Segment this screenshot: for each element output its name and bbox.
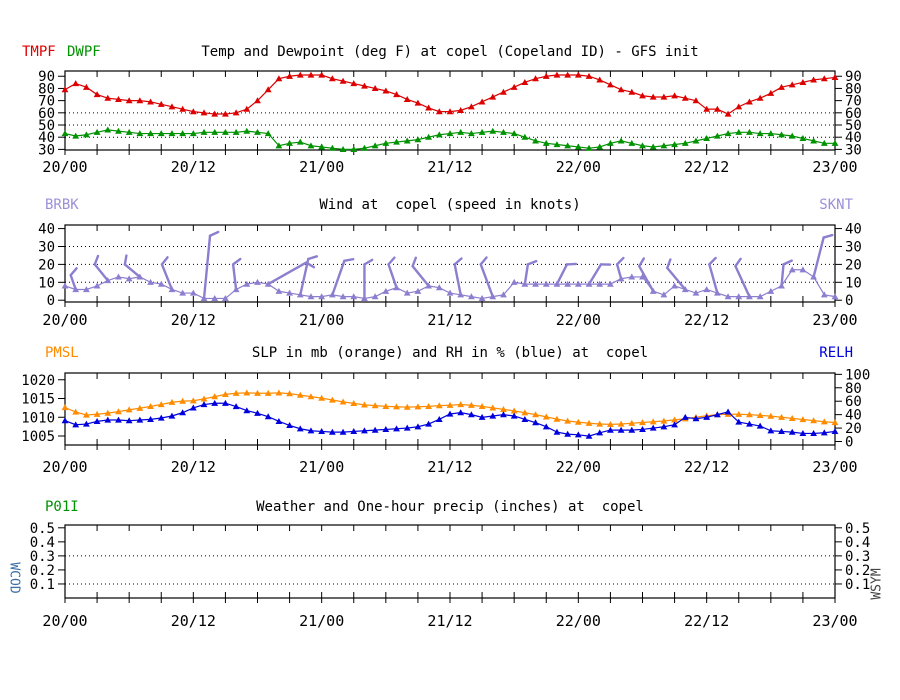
svg-text:21/12: 21/12 xyxy=(427,458,472,476)
svg-text:22/00: 22/00 xyxy=(556,612,601,630)
svg-text:0: 0 xyxy=(845,435,853,451)
svg-text:40: 40 xyxy=(845,408,862,424)
svg-text:100: 100 xyxy=(845,367,870,383)
svg-text:0.4: 0.4 xyxy=(30,535,55,551)
svg-text:0: 0 xyxy=(47,293,55,309)
svg-text:40: 40 xyxy=(845,130,862,146)
svg-text:70: 70 xyxy=(38,94,55,110)
svg-text:0.1: 0.1 xyxy=(845,577,870,593)
svg-text:20: 20 xyxy=(845,257,862,273)
panel-head-temp-dewpoint: Temp and Dewpoint (deg F) at copel (Cope… xyxy=(0,44,900,60)
svg-text:30: 30 xyxy=(845,239,862,255)
svg-text:22/00: 22/00 xyxy=(556,311,601,329)
series-tag-tmpf: TMPF xyxy=(22,44,56,60)
svg-text:1005: 1005 xyxy=(21,429,55,445)
svg-text:0.2: 0.2 xyxy=(845,563,870,579)
svg-text:20/12: 20/12 xyxy=(171,612,216,630)
svg-text:20/00: 20/00 xyxy=(42,311,87,329)
svg-text:90: 90 xyxy=(38,69,55,85)
series-tag-p01i: P01I xyxy=(45,499,79,515)
svg-text:40: 40 xyxy=(38,130,55,146)
svg-text:0.2: 0.2 xyxy=(30,563,55,579)
series-tag-relh: RELH xyxy=(819,345,853,361)
wind-title: Wind at copel (speed in knots) xyxy=(319,197,581,213)
svg-text:40: 40 xyxy=(845,222,862,238)
svg-text:50: 50 xyxy=(38,118,55,134)
svg-text:22/12: 22/12 xyxy=(684,612,729,630)
svg-text:21/00: 21/00 xyxy=(299,458,344,476)
svg-text:21/00: 21/00 xyxy=(299,612,344,630)
svg-text:22/12: 22/12 xyxy=(684,311,729,329)
svg-text:22/12: 22/12 xyxy=(684,458,729,476)
svg-text:20/12: 20/12 xyxy=(171,458,216,476)
panel-head-wind: Wind at copel (speed in knots) BRBK SKNT xyxy=(0,197,900,213)
svg-text:20/00: 20/00 xyxy=(42,612,87,630)
svg-text:80: 80 xyxy=(845,381,862,397)
svg-text:21/12: 21/12 xyxy=(427,158,472,176)
svg-text:21/00: 21/00 xyxy=(299,158,344,176)
svg-text:60: 60 xyxy=(845,106,862,122)
svg-text:0.3: 0.3 xyxy=(30,549,55,565)
svg-text:30: 30 xyxy=(845,142,862,158)
svg-text:1015: 1015 xyxy=(21,392,55,408)
svg-text:22/00: 22/00 xyxy=(556,158,601,176)
svg-text:0.5: 0.5 xyxy=(845,521,870,537)
wind-panel: 20/00 20/12 21/00 21/12 22/00 22/12 23/00 0 10 20… xyxy=(38,222,862,329)
series-tag-brbk: BRBK xyxy=(45,197,79,213)
svg-text:23/00: 23/00 xyxy=(812,458,857,476)
svg-text:10: 10 xyxy=(38,275,55,291)
svg-text:22/12: 22/12 xyxy=(684,158,729,176)
svg-text:22/00: 22/00 xyxy=(556,458,601,476)
temp-dewpoint-title: Temp and Dewpoint (deg F) at copel (Cope… xyxy=(201,44,699,60)
svg-text:90: 90 xyxy=(845,69,862,85)
svg-text:0.4: 0.4 xyxy=(845,535,870,551)
precip-panel: 20/00 20/12 21/00 21/12 22/00 22/12 23/000.10.… xyxy=(30,521,871,630)
temp-dewpoint-panel: 20/00 20/12 21/00 21/12 22/00 22/12 23/0030405… xyxy=(38,69,862,176)
svg-text:0.5: 0.5 xyxy=(30,521,55,537)
svg-text:23/00: 23/00 xyxy=(812,311,857,329)
svg-text:20/12: 20/12 xyxy=(171,311,216,329)
svg-text:21/12: 21/12 xyxy=(427,612,472,630)
svg-text:50: 50 xyxy=(845,118,862,134)
svg-text:0.1: 0.1 xyxy=(30,577,55,593)
svg-text:0.3: 0.3 xyxy=(845,549,870,565)
slp-rh-panel: 20/00 20/12 21/00 21/12 22/00 22/12 23/00 1005 1… xyxy=(21,367,870,476)
svg-text:70: 70 xyxy=(845,94,862,110)
slp-rh-title: SLP in mb (orange) and RH in % (blue) at… xyxy=(251,345,649,361)
svg-text:20: 20 xyxy=(38,257,55,273)
panel-head-slp-rh: SLP in mb (orange) and RH in % (blue) at… xyxy=(0,345,900,361)
svg-text:40: 40 xyxy=(38,222,55,238)
precip-title: Weather and One-hour precip (inches) at … xyxy=(256,499,644,515)
svg-text:20/12: 20/12 xyxy=(171,158,216,176)
svg-text:80: 80 xyxy=(38,81,55,97)
svg-text:20/00: 20/00 xyxy=(42,158,87,176)
svg-text:60: 60 xyxy=(845,394,862,410)
svg-text:80: 80 xyxy=(845,81,862,97)
svg-text:10: 10 xyxy=(845,275,862,291)
svg-text:21/00: 21/00 xyxy=(299,311,344,329)
svg-text:20: 20 xyxy=(845,421,862,437)
svg-text:0: 0 xyxy=(845,293,853,309)
series-tag-pmsl: PMSL xyxy=(45,345,79,361)
svg-text:60: 60 xyxy=(38,106,55,122)
svg-text:21/12: 21/12 xyxy=(427,311,472,329)
series-tag-sknt: SKNT xyxy=(819,197,853,213)
svg-text:1010: 1010 xyxy=(21,410,55,426)
svg-text:30: 30 xyxy=(38,239,55,255)
svg-text:1020: 1020 xyxy=(21,373,55,389)
panel-head-precip: Weather and One-hour precip (inches) at … xyxy=(0,499,900,515)
series-tag-dwpf: DWPF xyxy=(67,44,101,60)
svg-text:20/00: 20/00 xyxy=(42,458,87,476)
svg-text:23/00: 23/00 xyxy=(812,158,857,176)
svg-text:30: 30 xyxy=(38,142,55,158)
svg-text:23/00: 23/00 xyxy=(812,612,857,630)
